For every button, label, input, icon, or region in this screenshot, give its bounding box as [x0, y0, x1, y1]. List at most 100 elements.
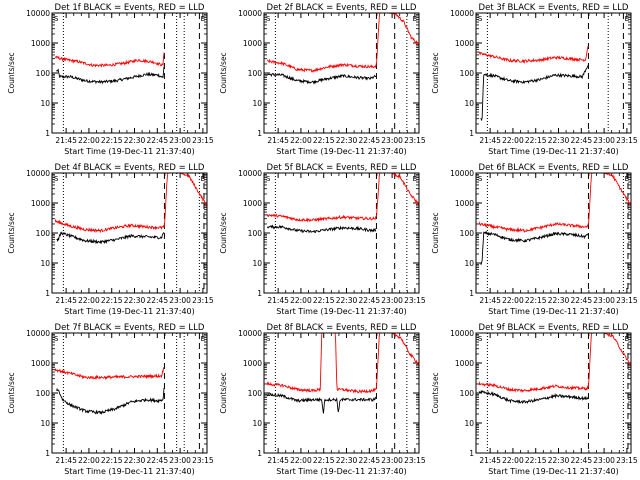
y-tick-label: 100	[36, 389, 51, 398]
panel-det-5: Det 5f BLACK = Events, RED = LLD Counts/s…	[219, 163, 426, 316]
y-tick-label: 1	[469, 129, 474, 138]
x-tick-label: 22:15	[313, 456, 335, 465]
y-axis-label: Counts/sec	[7, 372, 16, 413]
end-mark: E	[625, 15, 629, 23]
x-tick-label: 21:45	[479, 296, 501, 305]
end-mark: E	[413, 15, 417, 23]
y-tick-label: 10	[252, 99, 262, 108]
y-tick-label: 10000	[238, 9, 262, 18]
y-tick-label: 100	[248, 389, 263, 398]
x-tick-label: 22:30	[124, 136, 146, 145]
y-tick-label: 10000	[450, 329, 474, 338]
x-tick-label: 22:15	[101, 456, 123, 465]
x-tick-label: 23:15	[616, 136, 638, 145]
y-tick-label: 10	[464, 259, 474, 268]
end-mark: E	[201, 335, 205, 343]
end-mark: E	[413, 175, 417, 183]
x-tick-label: 22:30	[548, 136, 570, 145]
plot-frame	[263, 332, 420, 454]
y-tick-label: 10000	[450, 169, 474, 178]
panel-det-3: Det 3f BLACK = Events, RED = LLD Counts/s…	[431, 3, 638, 156]
y-tick-label: 1000	[243, 359, 262, 368]
y-tick-label: 10	[40, 99, 50, 108]
x-tick-label: 23:15	[616, 456, 638, 465]
y-tick-label: 100	[460, 229, 475, 238]
x-tick-label: 22:45	[570, 136, 592, 145]
x-axis-label: Start Time (19-Dec-11 21:37:40)	[488, 147, 619, 156]
panel-det-1: Det 1f BLACK = Events, RED = LLD Counts/s…	[7, 3, 214, 156]
y-tick-label: 1	[469, 289, 474, 298]
x-tick-label: 23:00	[381, 456, 403, 465]
y-axis-label: Counts/sec	[219, 212, 228, 253]
y-tick-label: 1	[45, 449, 50, 458]
x-axis-label: Start Time (19-Dec-11 21:37:40)	[276, 147, 407, 156]
events-series	[266, 72, 377, 85]
x-axis-label: Start Time (19-Dec-11 21:37:40)	[488, 467, 619, 476]
lld-series	[266, 12, 419, 73]
y-tick-label: 1000	[31, 199, 50, 208]
panel-title: Det 9f BLACK = Events, RED = LLD	[479, 323, 629, 333]
x-tick-label: 22:00	[78, 456, 100, 465]
y-tick-label: 1	[45, 289, 50, 298]
lld-series	[54, 172, 208, 234]
y-tick-label: 10	[40, 419, 50, 428]
y-tick-label: 1000	[455, 39, 474, 48]
x-tick-label: 21:45	[55, 296, 77, 305]
plot-frame	[51, 172, 208, 294]
x-tick-label: 23:00	[381, 296, 403, 305]
lld-series	[478, 45, 589, 64]
y-tick-label: 10	[252, 259, 262, 268]
x-tick-label: 21:45	[267, 136, 289, 145]
panel-det-2: Det 2f BLACK = Events, RED = LLD Counts/s…	[219, 3, 426, 156]
events-series	[266, 392, 377, 414]
x-tick-label: 23:00	[169, 456, 191, 465]
x-tick-label: 23:15	[404, 296, 426, 305]
x-axis-label: Start Time (19-Dec-11 21:37:40)	[64, 147, 195, 156]
x-tick-label: 23:15	[404, 136, 426, 145]
x-tick-label: 22:15	[525, 296, 547, 305]
plot-frame	[475, 172, 632, 294]
y-tick-label: 10000	[238, 329, 262, 338]
y-tick-label: 1000	[243, 199, 262, 208]
events-series	[266, 224, 377, 234]
y-tick-label: 1	[257, 289, 262, 298]
y-tick-label: 1000	[455, 359, 474, 368]
end-mark: E	[413, 335, 417, 343]
end-mark: E	[201, 175, 205, 183]
panel-title: Det 3f BLACK = Events, RED = LLD	[479, 3, 629, 13]
x-tick-label: 22:15	[313, 136, 335, 145]
events-series	[480, 65, 589, 122]
start-mark: S	[266, 335, 271, 343]
start-mark: S	[54, 15, 59, 23]
x-tick-label: 22:15	[525, 136, 547, 145]
y-tick-label: 1	[45, 129, 50, 138]
panel-title: Det 6f BLACK = Events, RED = LLD	[479, 163, 629, 173]
y-axis-label: Counts/sec	[431, 212, 440, 253]
y-tick-label: 10000	[26, 169, 50, 178]
y-axis-label: Counts/sec	[219, 52, 228, 93]
lld-series	[266, 171, 419, 223]
x-tick-label: 22:30	[548, 296, 570, 305]
x-tick-label: 22:45	[358, 136, 380, 145]
y-axis-label: Counts/sec	[431, 372, 440, 413]
events-series	[56, 66, 165, 85]
panel-title: Det 8f BLACK = Events, RED = LLD	[267, 323, 417, 333]
x-tick-label: 23:15	[616, 296, 638, 305]
panel-title: Det 2f BLACK = Events, RED = LLD	[267, 3, 417, 13]
events-series	[478, 389, 589, 405]
y-axis-label: Counts/sec	[7, 212, 16, 253]
start-mark: S	[478, 175, 483, 183]
panel-title: Det 7f BLACK = Events, RED = LLD	[55, 323, 205, 333]
x-tick-label: 22:00	[290, 296, 312, 305]
y-tick-label: 1000	[455, 199, 474, 208]
x-tick-label: 21:45	[267, 456, 289, 465]
x-tick-label: 22:00	[78, 136, 100, 145]
plot-frame	[51, 332, 208, 454]
x-tick-label: 22:45	[570, 296, 592, 305]
x-tick-label: 23:00	[381, 136, 403, 145]
panel-det-9: Det 9f BLACK = Events, RED = LLD Counts/s…	[431, 323, 638, 476]
x-tick-label: 22:30	[336, 456, 358, 465]
x-tick-label: 21:45	[479, 456, 501, 465]
y-tick-label: 1000	[243, 39, 262, 48]
y-tick-label: 100	[248, 69, 263, 78]
